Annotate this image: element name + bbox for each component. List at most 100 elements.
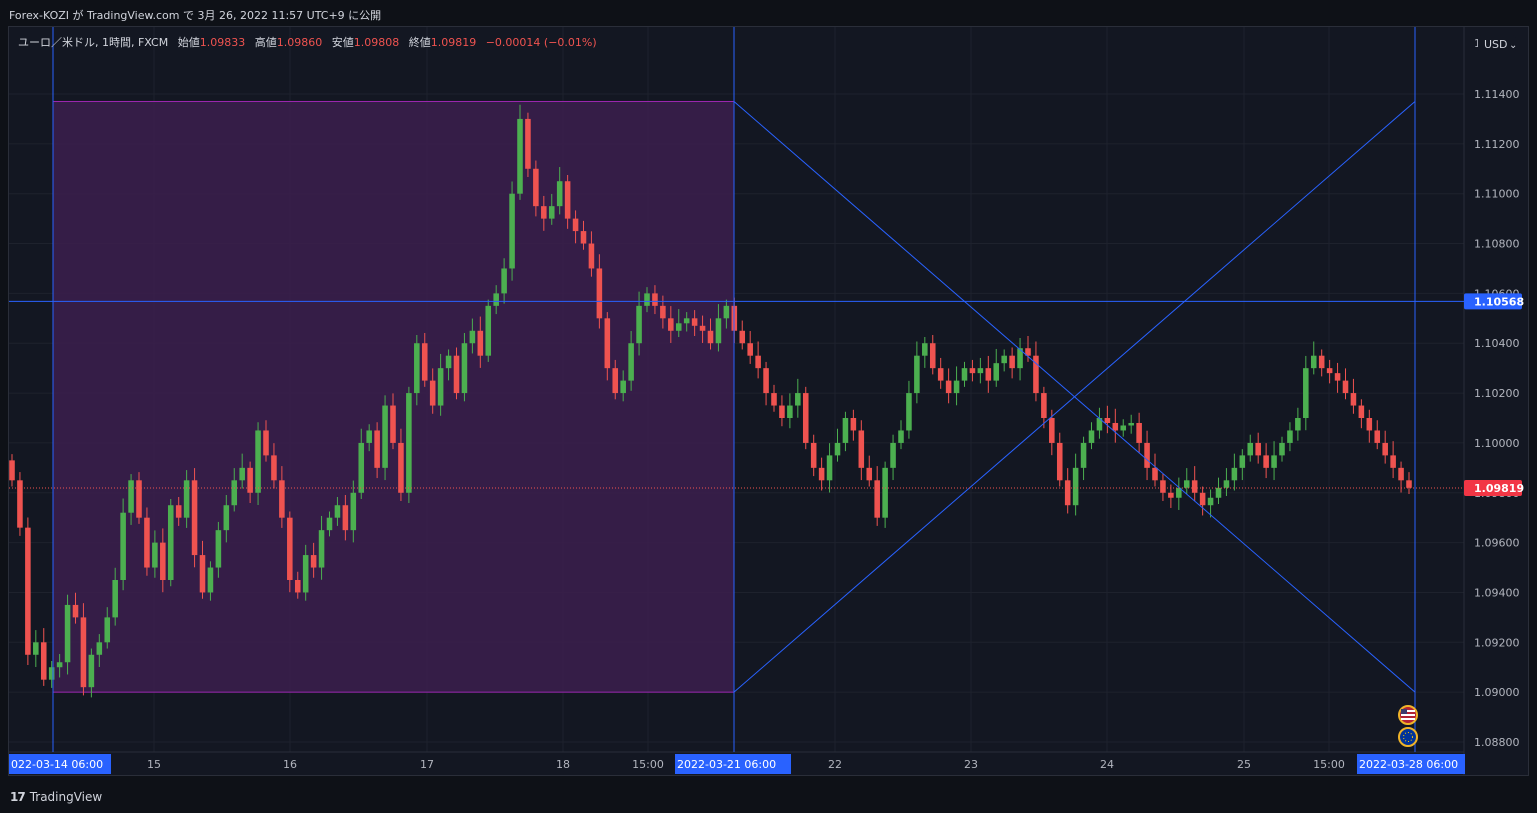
candle-body <box>429 380 436 406</box>
candle-body <box>1017 348 1023 369</box>
price-tick-label: 1.10400 <box>1474 337 1520 350</box>
candle-body <box>890 442 896 468</box>
price-tick-label: 1.11400 <box>1474 88 1520 101</box>
legend-high-value: 1.09860 <box>277 36 323 49</box>
candle-body <box>771 393 777 406</box>
time-tick-label: 23 <box>964 758 978 771</box>
candle-body <box>1303 368 1309 418</box>
brand-name: TradingView <box>29 790 103 804</box>
candle-body <box>1176 487 1182 498</box>
candle-body <box>96 642 103 655</box>
candle-body <box>628 343 634 381</box>
candle-body <box>1041 393 1047 418</box>
candle-body <box>882 467 888 518</box>
candle-body <box>961 368 968 381</box>
candle-body <box>437 368 444 406</box>
candle-body <box>914 355 920 394</box>
time-tick-label: 18 <box>556 758 570 771</box>
candle-body <box>263 430 269 456</box>
candle-body <box>715 318 722 344</box>
candle-body <box>604 318 611 369</box>
candle-body <box>287 517 293 580</box>
candle-body <box>1318 355 1325 369</box>
currency-selector[interactable]: USD ⌄ <box>1478 35 1517 52</box>
candle-body <box>1390 455 1396 468</box>
candle-body <box>810 442 817 468</box>
time-badge-label: 2022-03-21 06:00 <box>677 758 776 771</box>
candle-body <box>104 617 111 643</box>
candle-body <box>199 555 206 593</box>
brand-footer[interactable]: 17 TradingView <box>10 789 102 805</box>
candle-body <box>755 355 761 369</box>
candle-body <box>223 505 230 531</box>
candle-body <box>1263 455 1269 468</box>
candle-body <box>834 442 841 456</box>
publish-header: Forex-KOZI が TradingView.com で 3月 26, 20… <box>0 0 1537 26</box>
candle-body <box>382 405 388 468</box>
candle-body <box>580 231 587 244</box>
candle-body <box>1199 492 1206 506</box>
diagonal-line-up <box>733 101 1416 693</box>
line-drawings[interactable] <box>9 27 1464 752</box>
candle-body <box>548 206 555 219</box>
time-tick-label: 15:00 <box>632 758 664 771</box>
price-tick-label: 1.09200 <box>1474 636 1520 649</box>
candle-body <box>533 168 539 207</box>
price-tick-label: 1.10000 <box>1474 437 1520 450</box>
candle-body <box>1152 467 1158 481</box>
candle-body <box>64 604 71 663</box>
candle-body <box>763 368 769 394</box>
flag-canton <box>1401 709 1407 714</box>
price-tick-label: 1.11200 <box>1474 138 1520 151</box>
candle-body <box>1112 422 1119 431</box>
candle-body <box>1049 418 1055 443</box>
price-tick-label: 1.09400 <box>1474 586 1520 599</box>
candle-body <box>461 343 468 394</box>
candle-body <box>1247 442 1254 456</box>
candle-body <box>850 418 857 431</box>
time-badge-label: 2022-03-28 06:00 <box>1359 758 1458 771</box>
candle-body <box>374 430 380 468</box>
candle-body <box>453 355 460 394</box>
event-markers[interactable] <box>1398 705 1418 747</box>
candle-body <box>1326 368 1333 374</box>
tradingview-logo-icon: 17 <box>10 790 26 804</box>
price-tick-label: 1.11000 <box>1474 188 1520 201</box>
price-chart[interactable]: 1.114001.112001.110001.108001.106001.104… <box>9 27 1529 776</box>
price-axis[interactable]: 1.114001.112001.110001.108001.106001.104… <box>1464 37 1524 749</box>
candle-body <box>985 368 992 381</box>
candle-body <box>1056 442 1063 481</box>
candle-body <box>1271 455 1277 468</box>
candle-body <box>818 467 825 481</box>
candle-body <box>1033 355 1039 394</box>
candle-body <box>1406 480 1412 488</box>
candle-body <box>152 542 158 568</box>
last-price-badge <box>1464 480 1522 497</box>
legend-low-label: 安値 <box>332 35 354 49</box>
candle-body <box>1144 442 1150 468</box>
candle-body <box>421 343 428 381</box>
candle-body <box>874 480 880 518</box>
price-tick-label: 1.09000 <box>1474 686 1520 699</box>
candle-body <box>1239 455 1246 468</box>
time-axis[interactable]: 15 16 17 18 15:00 22 23 24 25 15:00 022-03-14 06:0… <box>9 754 1465 774</box>
candle-body <box>469 330 476 344</box>
candle-body <box>445 355 452 369</box>
candle-body <box>858 430 865 468</box>
ohlc-legend: ユーロ／米ドル, 1時間, FXCM 始値1.09833 高値1.09860 安… <box>18 35 597 49</box>
candle-body <box>1009 355 1015 369</box>
candle-body <box>390 405 396 443</box>
candle-body <box>247 467 253 493</box>
candle-body <box>945 380 952 394</box>
time-badge-label: 022-03-14 06:00 <box>11 758 103 771</box>
candle-body <box>1350 393 1357 406</box>
candle-body <box>644 293 650 306</box>
chart-frame[interactable]: 1.114001.112001.110001.108001.106001.104… <box>8 26 1529 776</box>
candle-body <box>707 330 714 344</box>
candle-body <box>588 243 595 269</box>
legend-high-label: 高値 <box>255 35 277 49</box>
candle-body <box>255 430 261 493</box>
candle-body <box>112 580 118 618</box>
time-tick-label: 17 <box>420 758 434 771</box>
candle-body <box>1358 405 1365 418</box>
